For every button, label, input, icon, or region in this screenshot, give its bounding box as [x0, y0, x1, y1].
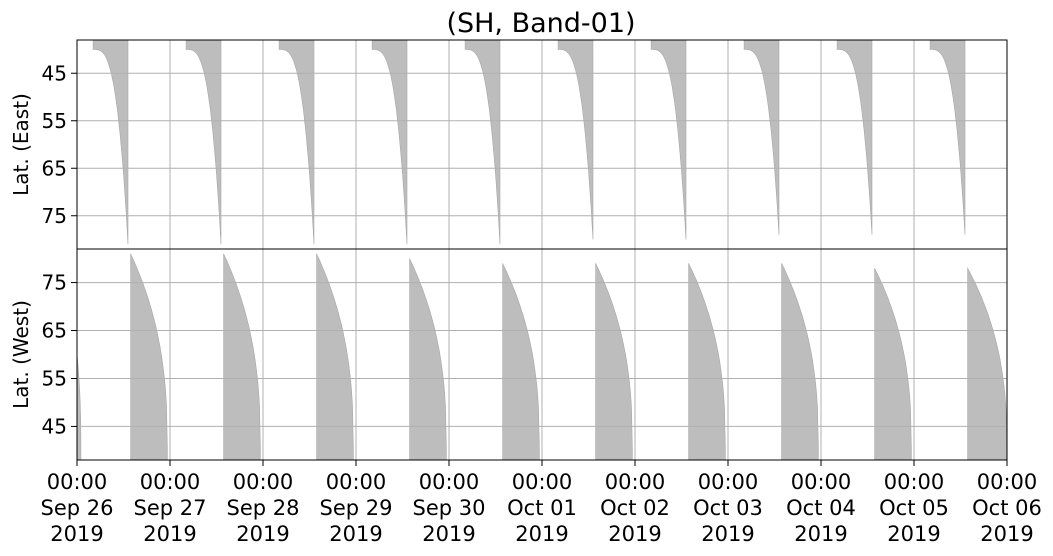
coverage-area-1-9 — [874, 268, 912, 461]
coverage-area-0-3 — [371, 39, 408, 245]
xtick-label-line-4-1: Sep 30 — [413, 496, 486, 520]
xtick-label-line-0-0: 00:00 — [47, 470, 108, 494]
xtick-label-line-1-2: 2019 — [143, 522, 196, 546]
xtick-label-line-6-2: 2019 — [608, 522, 661, 546]
coverage-area-1-3 — [316, 253, 354, 461]
xtick-label-10: 00:00 Oct 06 2019 — [972, 470, 1042, 546]
xtick-label-line-7-0: 00:00 — [698, 470, 759, 494]
ytick-label-0-2: 65 — [42, 156, 67, 180]
xtick-label-line-9-2: 2019 — [887, 522, 940, 546]
coverage-area-1-5 — [502, 263, 540, 461]
coverage-area-0-6 — [650, 39, 687, 240]
xtick-label-line-3-0: 00:00 — [326, 470, 387, 494]
coverage-area-0-9 — [929, 39, 966, 235]
xtick-label-4: 00:00 Sep 30 2019 — [413, 470, 486, 546]
xtick-label-8: 00:00 Oct 04 2019 — [786, 470, 856, 546]
xtick-label-line-2-1: Sep 28 — [227, 496, 300, 520]
xtick-label-line-5-1: Oct 01 — [507, 496, 577, 520]
coverage-area-1-8 — [781, 263, 819, 461]
xtick-label-line-2-2: 2019 — [236, 522, 289, 546]
xtick-label-3: 00:00 Sep 29 2019 — [320, 470, 393, 546]
xtick-label-line-1-1: Sep 27 — [134, 496, 207, 520]
ytick-label-1-0: 45 — [42, 414, 67, 438]
xtick-label-line-9-0: 00:00 — [884, 470, 945, 494]
coverage-area-1-2 — [223, 253, 261, 461]
coverage-area-1-4 — [409, 258, 447, 461]
coverage-area-0-0 — [92, 39, 129, 245]
xtick-label-line-0-2: 2019 — [50, 522, 103, 546]
ytick-label-0-3: 75 — [42, 204, 67, 228]
coverage-area-0-1 — [185, 39, 222, 245]
ytick-label-1-2: 65 — [42, 319, 67, 343]
xtick-label-line-2-0: 00:00 — [233, 470, 294, 494]
xtick-label-line-10-2: 2019 — [980, 522, 1033, 546]
xtick-label-line-10-0: 00:00 — [977, 470, 1038, 494]
xtick-label-6: 00:00 Oct 02 2019 — [600, 470, 670, 546]
xtick-label-line-6-0: 00:00 — [605, 470, 666, 494]
xtick-label-line-1-0: 00:00 — [140, 470, 201, 494]
xtick-label-line-9-1: Oct 05 — [879, 496, 949, 520]
xtick-label-2: 00:00 Sep 28 2019 — [227, 470, 300, 546]
coverage-area-1-1 — [130, 253, 168, 461]
panel-east: 45 55 65 75 Lat. (East) — [9, 39, 1008, 250]
coverage-area-0-7 — [743, 39, 780, 235]
xtick-label-line-3-1: Sep 29 — [320, 496, 393, 520]
xtick-label-line-7-2: 2019 — [701, 522, 754, 546]
ylabel-0: Lat. (East) — [9, 93, 33, 196]
ytick-label-1-1: 55 — [42, 366, 67, 390]
coverage-area-1-7 — [688, 263, 726, 461]
xtick-label-line-5-0: 00:00 — [512, 470, 573, 494]
coverage-area-0-2 — [278, 39, 315, 245]
xtick-label-line-0-1: Sep 26 — [41, 496, 114, 520]
xtick-label-line-5-2: 2019 — [515, 522, 568, 546]
coverage-area-0-5 — [557, 39, 594, 240]
xtick-label-0: 00:00 Sep 26 2019 — [41, 470, 114, 546]
xtick-label-line-10-1: Oct 06 — [972, 496, 1042, 520]
chart-title: (SH, Band-01) — [446, 8, 635, 39]
xtick-label-line-8-0: 00:00 — [791, 470, 852, 494]
coverage-area-1-10 — [967, 267, 1008, 461]
ytick-label-0-0: 45 — [42, 61, 67, 85]
coverage-area-1-6 — [595, 263, 633, 461]
coverage-area-1-0 — [76, 354, 82, 461]
panel-west: 45 55 65 75 Lat. (West) — [9, 248, 1008, 461]
xtick-label-line-7-1: Oct 03 — [693, 496, 763, 520]
coverage-area-0-8 — [836, 39, 873, 235]
xtick-label-line-4-0: 00:00 — [419, 470, 480, 494]
ytick-label-1-3: 75 — [42, 271, 67, 295]
xtick-label-line-6-1: Oct 02 — [600, 496, 670, 520]
xtick-label-line-8-1: Oct 04 — [786, 496, 856, 520]
xtick-label-line-4-2: 2019 — [422, 522, 475, 546]
xtick-label-9: 00:00 Oct 05 2019 — [879, 470, 949, 546]
ytick-label-0-1: 55 — [42, 109, 67, 133]
xtick-label-line-3-2: 2019 — [329, 522, 382, 546]
xtick-label-7: 00:00 Oct 03 2019 — [693, 470, 763, 546]
coverage-area-0-4 — [464, 39, 501, 245]
ylabel-1: Lat. (West) — [9, 300, 33, 409]
xtick-label-5: 00:00 Oct 01 2019 — [507, 470, 577, 546]
xtick-label-line-8-2: 2019 — [794, 522, 847, 546]
xtick-label-1: 00:00 Sep 27 2019 — [134, 470, 207, 546]
